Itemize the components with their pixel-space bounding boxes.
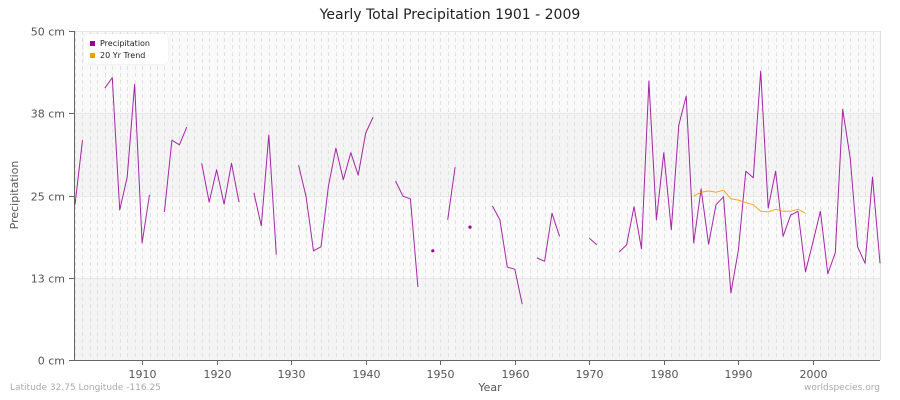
- x-axis-ticks: 1910 1920 1930 1940 1950 1960 1970 1980 1990 2000: [129, 360, 828, 381]
- location-label: Latitude 32.75 Longitude -116.25: [10, 383, 161, 393]
- svg-text:0 cm: 0 cm: [38, 355, 65, 368]
- legend-label: Precipitation: [100, 39, 151, 48]
- svg-text:25 cm: 25 cm: [31, 191, 65, 204]
- svg-text:1970: 1970: [576, 368, 604, 381]
- svg-text:1940: 1940: [353, 368, 381, 381]
- legend-item-trend: 20 Yr Trend: [90, 51, 145, 60]
- svg-text:50 cm: 50 cm: [31, 26, 65, 39]
- legend-label: 20 Yr Trend: [100, 51, 146, 60]
- source-label: worldspecies.org: [803, 383, 880, 393]
- svg-text:38 cm: 38 cm: [31, 108, 65, 121]
- y-axis-ticks: 0 cm 13 cm 25 cm 38 cm 50 cm: [31, 26, 75, 368]
- svg-text:1950: 1950: [427, 368, 455, 381]
- legend: Precipitation 20 Yr Trend: [84, 34, 168, 64]
- x-axis-title: Year: [477, 381, 502, 394]
- svg-text:1960: 1960: [502, 368, 530, 381]
- axes: [74, 31, 881, 361]
- trend-swatch-icon: [90, 53, 95, 58]
- chart-title: Yearly Total Precipitation 1901 - 2009: [319, 7, 581, 23]
- data-series: [74, 70, 881, 305]
- svg-text:1930: 1930: [278, 368, 306, 381]
- svg-text:2000: 2000: [800, 368, 828, 381]
- y-axis-title: Precipitation: [8, 161, 21, 230]
- svg-text:1990: 1990: [725, 368, 753, 381]
- svg-text:1920: 1920: [204, 368, 232, 381]
- svg-text:1980: 1980: [651, 368, 679, 381]
- svg-text:1910: 1910: [129, 368, 157, 381]
- background-bands: [75, 31, 880, 360]
- legend-item-precipitation: Precipitation: [90, 39, 150, 48]
- svg-text:13 cm: 13 cm: [31, 273, 65, 286]
- vertical-gridlines: [75, 31, 881, 360]
- precipitation-swatch-icon: [90, 41, 95, 46]
